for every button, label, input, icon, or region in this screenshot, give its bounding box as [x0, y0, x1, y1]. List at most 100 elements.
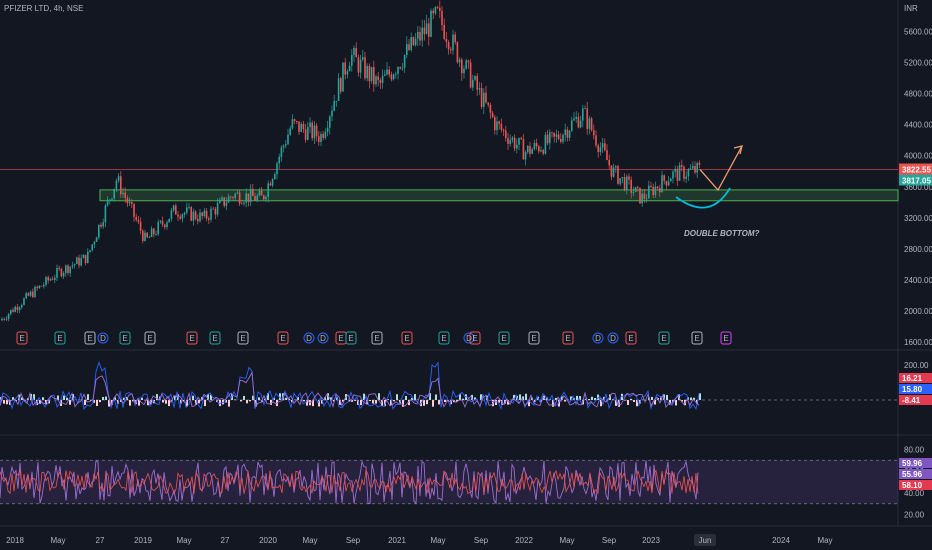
price-candle	[667, 181, 670, 186]
price-candle	[245, 193, 247, 203]
price-candle	[518, 137, 520, 145]
price-candle	[106, 199, 109, 206]
price-candle	[285, 144, 287, 146]
price-candle	[678, 164, 681, 181]
osc1-histogram-bar	[312, 400, 314, 407]
osc1-tag-bg	[899, 395, 932, 405]
event-marker-label: E	[19, 334, 24, 343]
price-candle	[604, 143, 606, 151]
price-candle	[595, 135, 597, 146]
time-axis-current-bg	[694, 534, 716, 546]
price-candle	[157, 222, 159, 235]
time-axis-label: 27	[96, 536, 105, 545]
osc1-histogram-bar	[252, 395, 254, 400]
price-candle	[212, 208, 214, 210]
price-candle	[278, 156, 280, 164]
time-axis-label: 2018	[6, 536, 24, 545]
price-candle	[432, 10, 434, 14]
price-candle	[377, 76, 379, 81]
price-candle	[214, 208, 217, 215]
osc1-histogram-bar	[120, 400, 122, 402]
price-candle	[621, 177, 624, 179]
price-candle	[311, 122, 313, 139]
price-candle	[696, 162, 698, 173]
price-candle	[606, 150, 608, 161]
price-candle	[43, 284, 45, 287]
price-tick-label: 4800.00	[904, 90, 932, 99]
osc1-histogram-bar	[423, 400, 425, 406]
price-candle	[95, 237, 98, 243]
price-candle	[443, 24, 445, 39]
osc1-histogram-bar	[681, 400, 683, 402]
price-candle	[62, 272, 65, 277]
price-candle	[40, 285, 43, 287]
price-candle	[21, 304, 23, 308]
osc2-tick-label: 40.00	[904, 489, 925, 498]
double-bottom-curve	[675, 187, 731, 209]
price-candle	[467, 60, 470, 63]
osc1-histogram-bar	[372, 400, 374, 404]
price-candle	[472, 79, 474, 88]
price-candle	[531, 149, 533, 154]
event-marker-earnings	[469, 331, 481, 345]
osc1-histogram-bar	[129, 400, 131, 406]
osc1-histogram-bar	[540, 400, 542, 403]
price-candle	[487, 102, 489, 105]
price-candle	[639, 187, 641, 204]
event-marker-earnings	[54, 331, 66, 345]
price-candle	[626, 176, 628, 191]
event-marker-label: D	[466, 334, 472, 343]
osc1-histogram-bar	[279, 393, 281, 400]
event-marker-label: E	[404, 334, 409, 343]
event-marker-earnings	[237, 331, 249, 345]
osc1-histogram-bar	[285, 397, 287, 400]
price-candle	[76, 257, 78, 264]
osc1-histogram-bar	[246, 400, 248, 404]
event-marker-earnings	[401, 331, 413, 345]
price-candle	[630, 179, 632, 193]
price-candle	[186, 207, 188, 213]
osc1-histogram-bar	[558, 400, 560, 407]
osc1-histogram-bar	[633, 400, 635, 402]
price-candle	[597, 145, 599, 153]
osc1-histogram-bar	[588, 398, 590, 400]
osc1-histogram-bar	[594, 397, 596, 400]
time-axis-label: 2024	[772, 536, 790, 545]
event-marker-label: E	[501, 334, 506, 343]
price-candle	[648, 185, 650, 199]
price-candle	[183, 212, 186, 215]
osc2-tag-bg	[899, 469, 932, 479]
price-candle	[544, 134, 547, 154]
price-candle	[659, 187, 661, 193]
price-candle	[122, 192, 124, 195]
price-candle	[601, 143, 604, 148]
osc1-histogram-bar	[162, 400, 164, 403]
price-candle	[566, 129, 569, 138]
price-candle	[656, 186, 659, 188]
time-axis-label: 2023	[642, 536, 660, 545]
price-candle	[225, 202, 228, 206]
price-candle	[313, 125, 316, 139]
event-marker-earnings	[498, 331, 510, 345]
price-candle	[139, 221, 142, 231]
price-candle	[476, 76, 478, 90]
osc1-histogram-bar	[42, 397, 44, 400]
osc1-histogram-bar	[132, 400, 134, 402]
price-candle	[494, 117, 496, 131]
price-candle	[29, 291, 32, 296]
event-marker-label: D	[610, 334, 616, 343]
price-candle	[623, 177, 626, 191]
event-marker-earnings	[720, 331, 732, 345]
price-candle	[333, 101, 335, 111]
price-candle	[234, 193, 236, 198]
price-candle	[568, 130, 571, 138]
osc1-histogram-bar	[351, 400, 353, 402]
price-candle	[608, 160, 610, 166]
osc1-histogram-bar	[321, 400, 323, 404]
osc1-histogram-bar	[174, 395, 176, 400]
price-candle	[373, 67, 375, 85]
osc1-tag-bg	[899, 384, 932, 394]
osc1-histogram-bar	[630, 398, 632, 400]
